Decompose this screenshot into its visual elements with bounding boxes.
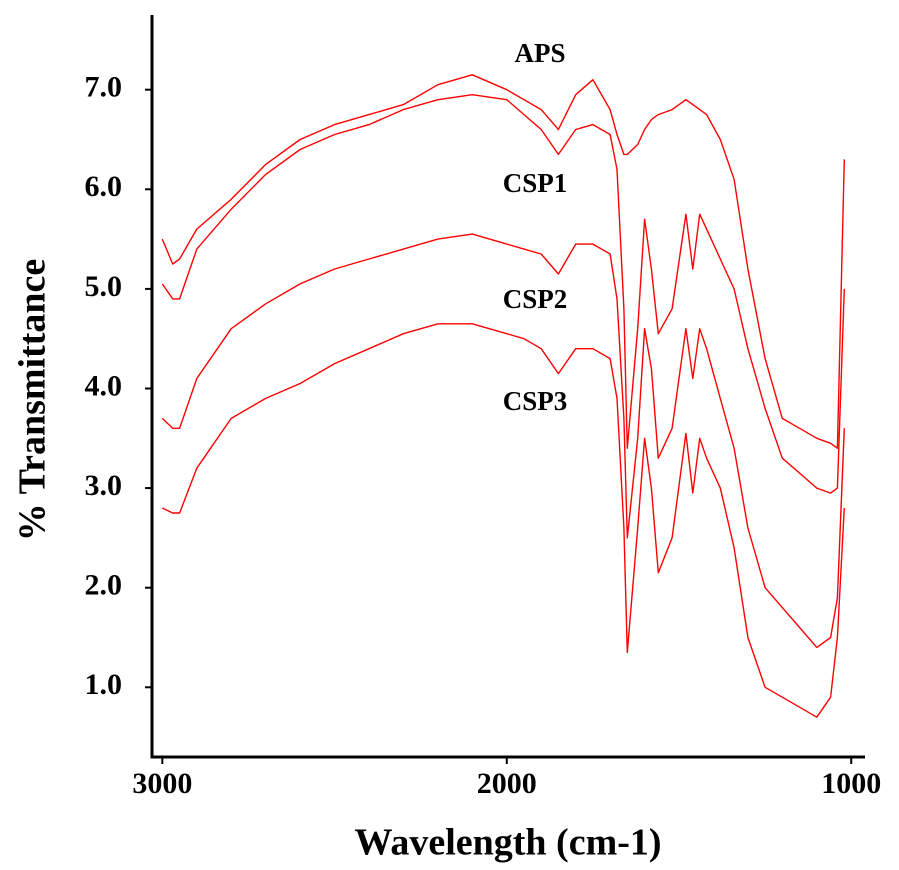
y-tick-label: 1.0 xyxy=(85,668,123,701)
series-line xyxy=(161,323,845,718)
series-label: APS xyxy=(514,38,565,68)
series-line xyxy=(161,74,845,449)
y-tick-label: 2.0 xyxy=(85,569,123,602)
x-tick-label: 3000 xyxy=(132,767,192,800)
x-axis-title: Wavelength (cm-1) xyxy=(354,822,661,864)
y-tick-label: 3.0 xyxy=(85,469,123,502)
y-tick-label: 7.0 xyxy=(85,71,123,104)
series-label: CSP1 xyxy=(503,168,568,198)
y-axis-title: % Transmittance xyxy=(12,259,54,542)
series-line xyxy=(161,94,845,494)
x-tick-label: 1000 xyxy=(821,767,881,800)
y-tick-label: 6.0 xyxy=(85,170,123,203)
y-tick-label: 4.0 xyxy=(85,369,123,402)
x-tick-label: 2000 xyxy=(477,767,537,800)
series-label: CSP3 xyxy=(503,386,568,416)
series-line xyxy=(161,233,845,649)
y-tick-label: 5.0 xyxy=(85,270,123,303)
series-label: CSP2 xyxy=(503,284,568,314)
